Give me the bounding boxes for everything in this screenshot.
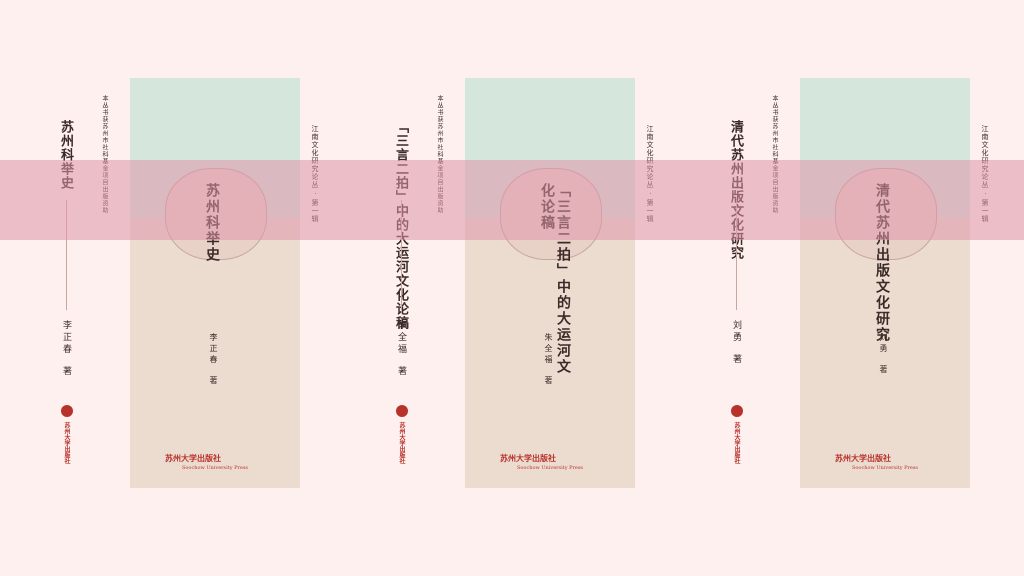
cover-publisher-en: Soochow University Press bbox=[517, 465, 583, 471]
author: 朱全福 bbox=[396, 320, 406, 356]
author: 刘勇 bbox=[731, 320, 741, 344]
spine-author: 朱全福著 bbox=[395, 320, 408, 378]
author-suffix: 著 bbox=[396, 366, 406, 378]
spine: 「三言二拍」中的大运河文化论稿朱全福著苏州大学出版社 bbox=[385, 60, 419, 480]
cover-publisher: 苏州大学出版社 bbox=[165, 453, 221, 463]
author-suffix: 著 bbox=[544, 376, 553, 387]
author-suffix: 著 bbox=[879, 365, 888, 376]
spine-publisher: 苏州大学出版社 bbox=[63, 422, 70, 464]
cover: 苏州科举史李正春著苏州大学出版社Soochow University Press bbox=[130, 78, 300, 488]
cover-publisher: 苏州大学出版社 bbox=[500, 453, 556, 463]
spine-rule bbox=[66, 200, 67, 310]
publisher-seal bbox=[396, 405, 408, 417]
spine-author: 刘勇著 bbox=[730, 320, 743, 366]
spine-rule bbox=[736, 200, 737, 310]
overlay-band bbox=[0, 160, 1024, 240]
author: 李正春 bbox=[209, 333, 218, 366]
funding-note: 本丛书获苏州市社科基金项目出版资助 bbox=[436, 95, 443, 214]
spine: 苏州科举史 李正春著 苏州大学出版社 bbox=[50, 60, 84, 480]
cover-author: 刘勇著 bbox=[878, 333, 889, 376]
author-suffix: 著 bbox=[209, 376, 218, 387]
spine-publisher: 苏州大学出版社 bbox=[733, 422, 740, 464]
author: 朱全福 bbox=[544, 333, 553, 366]
cover-publisher-en: Soochow University Press bbox=[182, 465, 248, 471]
author: 李正春 bbox=[61, 320, 71, 356]
cover-publisher-en: Soochow University Press bbox=[852, 465, 918, 471]
author-suffix: 著 bbox=[731, 354, 741, 366]
book: 「三言二拍」中的大运河文化论稿朱全福著苏州大学出版社本丛书获苏州市社科基金项目出… bbox=[345, 0, 675, 576]
author: 刘勇 bbox=[879, 333, 888, 355]
publisher-seal bbox=[731, 405, 743, 417]
spine-publisher: 苏州大学出版社 bbox=[398, 422, 405, 464]
funding-note: 本丛书获苏州市社科基金项目出版资助 bbox=[771, 95, 778, 214]
spine-author: 李正春著 bbox=[60, 320, 73, 378]
funding-note: 本丛书获苏州市社科基金项目出版资助 bbox=[101, 95, 108, 214]
book: 清代苏州出版文化研究刘勇著苏州大学出版社本丛书获苏州市社科基金项目出版资助清代苏… bbox=[680, 0, 1010, 576]
cover-author: 李正春著 bbox=[208, 333, 219, 387]
cover-publisher: 苏州大学出版社 bbox=[835, 453, 891, 463]
cover: 清代苏州出版文化研究 刘勇著 苏州大学出版社 Soochow University P… bbox=[800, 78, 970, 488]
publisher-seal bbox=[61, 405, 73, 417]
author-suffix: 著 bbox=[61, 366, 71, 378]
book: 苏州科举史李正春著苏州大学出版社本丛书获苏州市社科基金项目出版资助苏州科举史李正… bbox=[10, 0, 340, 576]
cover: 「三言二拍」中的大运河文化论稿朱全福著苏州大学出版社Soochow Univer… bbox=[465, 78, 635, 488]
spine-rule bbox=[401, 200, 402, 310]
cover-author: 朱全福著 bbox=[543, 333, 554, 387]
